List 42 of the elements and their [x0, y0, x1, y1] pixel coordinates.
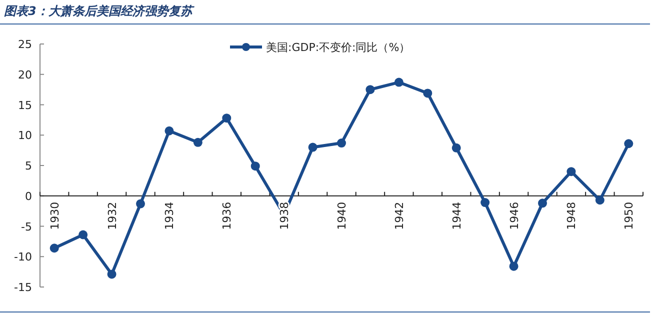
x-tick-label: 1944	[450, 202, 464, 230]
point	[50, 244, 59, 253]
point	[193, 138, 202, 147]
y-tick-label: -10	[14, 250, 32, 264]
point	[624, 139, 634, 148]
x-tick-label: 1934	[163, 202, 176, 230]
y-tick-label: 10	[18, 129, 32, 142]
x-tick-label: 1948	[565, 202, 578, 230]
point	[222, 114, 232, 123]
point	[337, 138, 346, 148]
x-tick-label: 1950	[622, 202, 636, 230]
x-tick-label: 1942	[392, 202, 406, 230]
x-tick-label: 1946	[508, 202, 521, 230]
point	[452, 143, 461, 152]
x-tick-label: 1936	[220, 202, 234, 230]
point	[595, 196, 604, 205]
point	[480, 198, 490, 208]
y-tick-label: -15	[14, 281, 32, 294]
point	[164, 126, 174, 136]
y-tick-label: 15	[18, 98, 32, 112]
x-tick-label: 1940	[336, 202, 348, 230]
point	[538, 198, 547, 208]
point	[366, 85, 375, 94]
point	[78, 230, 88, 240]
y-tick-label: 0	[25, 190, 32, 203]
x-tick-label: 1930	[48, 202, 62, 230]
y-tick-label: -5	[21, 220, 32, 234]
chart-title: 图表3：大萧条后美国经济强势复苏	[4, 4, 196, 18]
point	[308, 142, 318, 152]
x-tick-label: 1932	[106, 202, 119, 230]
y-tick-label: 5	[25, 160, 32, 172]
legend-label: 美国:GDP:不变价:同比（%）	[266, 41, 410, 54]
point	[566, 167, 576, 176]
y-tick-label: 20	[18, 68, 32, 82]
x-tick-label: 1938	[278, 202, 292, 230]
point	[394, 78, 404, 87]
point	[107, 270, 116, 279]
y-tick-label: 25	[18, 38, 32, 51]
point	[136, 199, 145, 208]
point	[423, 88, 432, 98]
point	[509, 262, 518, 271]
point	[250, 162, 260, 171]
